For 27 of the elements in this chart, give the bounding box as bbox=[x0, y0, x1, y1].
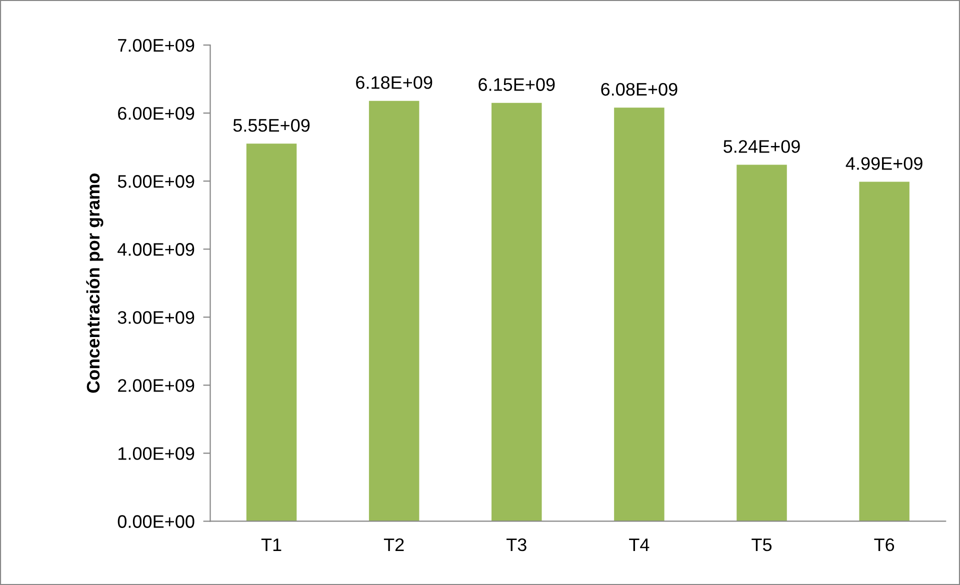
data-label: 5.55E+09 bbox=[233, 118, 310, 132]
y-tick-label: 6.00E+09 bbox=[118, 107, 194, 120]
bar bbox=[246, 144, 297, 522]
y-tick-label: 2.00E+09 bbox=[118, 379, 194, 392]
x-tick-label: T3 bbox=[506, 538, 526, 552]
bar bbox=[736, 164, 787, 522]
bar bbox=[492, 102, 542, 522]
x-tick-label: T6 bbox=[874, 538, 894, 552]
bar bbox=[368, 100, 420, 522]
y-tick-label: 1.00E+09 bbox=[118, 447, 194, 460]
x-tick-label: T5 bbox=[752, 538, 772, 552]
data-label: 6.15E+09 bbox=[478, 78, 555, 91]
data-label: 4.99E+09 bbox=[846, 157, 922, 170]
y-tick-label: 0.00E+00 bbox=[118, 515, 194, 528]
data-label: 5.24E+09 bbox=[724, 140, 800, 153]
bar bbox=[859, 182, 910, 522]
data-label: 6.08E+09 bbox=[601, 82, 678, 96]
x-tick-label: T2 bbox=[384, 538, 404, 551]
bar bbox=[614, 108, 664, 522]
x-tick-label: T1 bbox=[261, 538, 282, 551]
y-tick-label: 5.00E+09 bbox=[118, 175, 194, 188]
y-tick-label: 3.00E+09 bbox=[118, 311, 194, 324]
data-label: 6.18E+09 bbox=[356, 76, 432, 89]
x-tick-label: T4 bbox=[629, 538, 650, 551]
y-tick-label: 7.00E+09 bbox=[118, 38, 194, 52]
y-axis-title: Concentración por gramo bbox=[86, 173, 104, 393]
y-tick-label: 4.00E+09 bbox=[118, 243, 194, 256]
